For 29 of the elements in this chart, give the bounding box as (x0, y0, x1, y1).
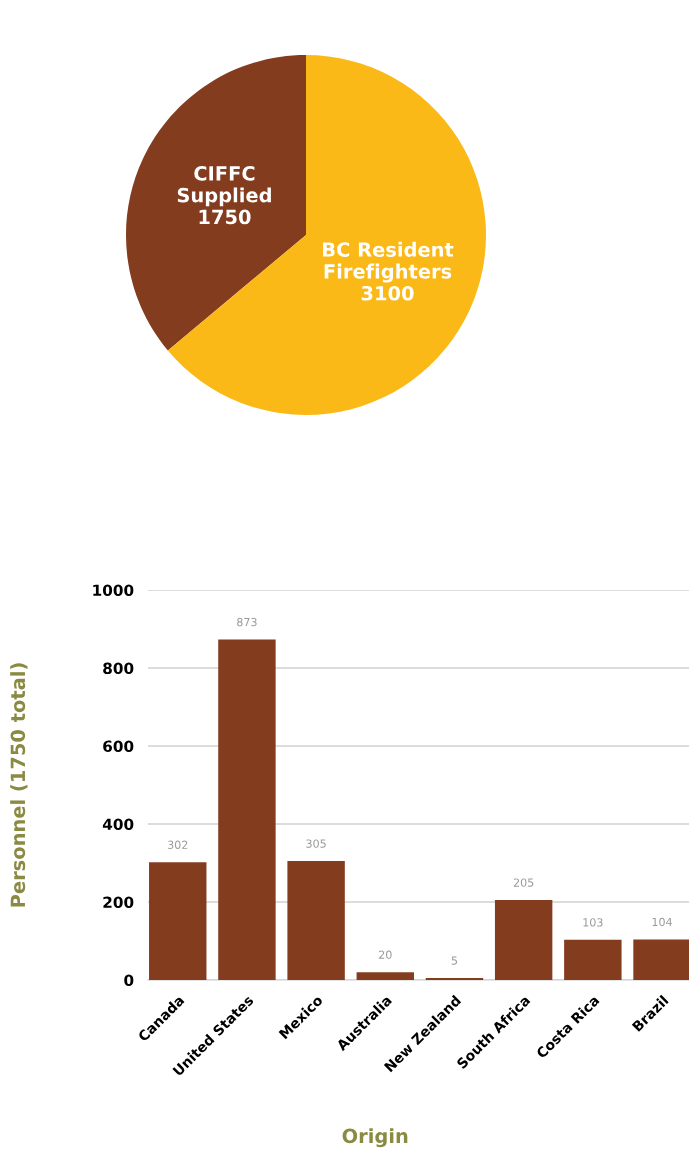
bar (564, 939, 622, 980)
x-axis-title: Origin (342, 1128, 408, 1148)
data-label: 3100 (361, 285, 414, 301)
data-label: 5 (451, 956, 458, 965)
data-label: 305 (306, 839, 326, 848)
data-label: 302 (167, 840, 188, 849)
y-tick-label: 600 (103, 740, 134, 753)
y-tick-label: 800 (103, 662, 134, 675)
pie-slice (167, 55, 486, 415)
pie-slice (126, 55, 306, 351)
data-label: 205 (513, 878, 534, 887)
bar (218, 639, 276, 980)
bar (287, 861, 345, 980)
y-tick-label: 0 (124, 974, 134, 987)
y-tick-label: 200 (103, 896, 134, 909)
slice-label: BC Resident Firefighters (323, 241, 454, 283)
data-label: 873 (237, 617, 257, 627)
bar (149, 862, 207, 980)
data-label: 103 (583, 918, 603, 927)
bar (494, 900, 553, 980)
y-tick-label: 1000 (93, 584, 134, 597)
y-tick-label: 400 (102, 818, 134, 831)
y-axis-title: Personnel (1750 total) (10, 663, 28, 907)
bar (633, 939, 689, 980)
data-label: 104 (652, 917, 672, 927)
bar (356, 972, 414, 980)
slice-label: CIFFC Supplied (177, 166, 271, 207)
data-label: 20 (379, 950, 392, 959)
data-label: 1750 (199, 209, 251, 225)
